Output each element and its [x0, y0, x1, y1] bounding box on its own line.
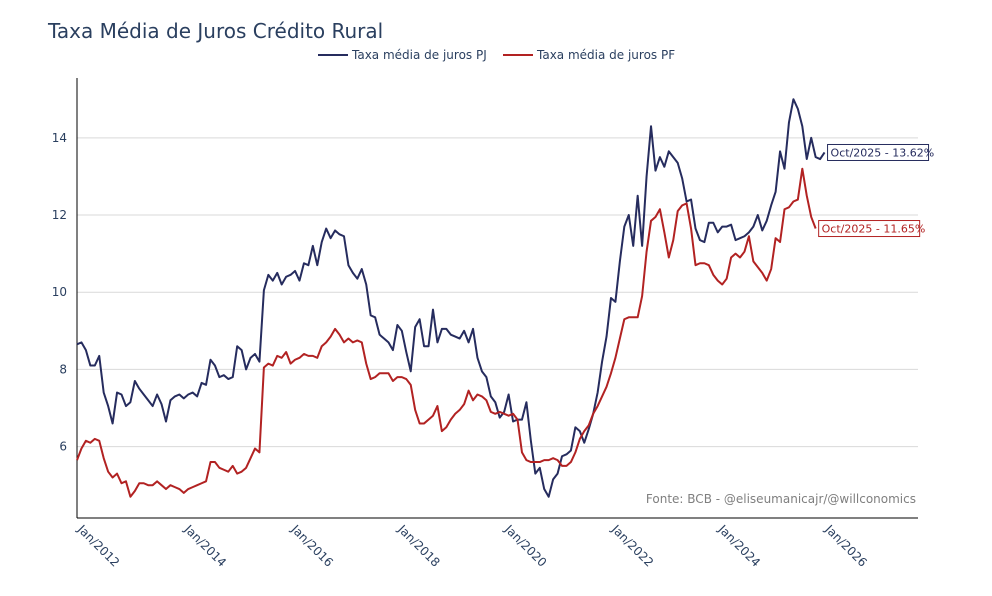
- y-tick-label: 6: [59, 440, 67, 454]
- series-line-pj: [76, 98, 826, 498]
- x-tick-label: Jan/2026: [822, 522, 870, 570]
- series-lines: [76, 98, 826, 498]
- annotation-box: [818, 220, 921, 238]
- y-axis: 6 8 10 12 14: [52, 131, 67, 454]
- annotation-box: [827, 143, 930, 161]
- legend-label-pj: Taxa média de juros PJ: [351, 48, 487, 62]
- series-line-pf: [76, 167, 817, 498]
- annotation-pf: Oct/2025 - 11.65%: [818, 220, 926, 238]
- y-gridlines: [77, 137, 918, 448]
- x-tick-label: Jan/2016: [288, 522, 336, 570]
- source-note: Fonte: BCB - @eliseumanicajr/@willconomi…: [646, 492, 916, 506]
- annotation-text: Oct/2025 - 11.65%: [822, 223, 926, 236]
- x-tick-label: Jan/2022: [608, 522, 656, 570]
- x-axis: Jan/2012 Jan/2014 Jan/2016 Jan/2018 Jan/2020…: [74, 522, 870, 570]
- y-tick-label: 12: [52, 208, 67, 222]
- y-tick-label: 8: [59, 362, 67, 376]
- x-tick-label: Jan/2018: [395, 522, 443, 570]
- x-tick-label: Jan/2024: [715, 522, 763, 570]
- x-tick-label: Jan/2012: [74, 522, 122, 570]
- chart-title: Taxa Média de Juros Crédito Rural: [47, 19, 383, 43]
- y-tick-label: 10: [52, 285, 67, 299]
- legend[interactable]: Taxa média de juros PJ Taxa média de jur…: [318, 48, 675, 62]
- x-tick-label: Jan/2020: [501, 522, 549, 570]
- annotation-pj: Oct/2025 - 13.62%: [827, 143, 935, 161]
- annotation-text: Oct/2025 - 13.62%: [831, 146, 935, 159]
- legend-item-pf[interactable]: Taxa média de juros PF: [503, 48, 675, 62]
- x-tick-label: Jan/2014: [181, 522, 229, 570]
- end-annotations: Oct/2025 - 13.62% Oct/2025 - 11.65%: [818, 143, 935, 238]
- y-tick-label: 14: [52, 131, 67, 145]
- legend-item-pj[interactable]: Taxa média de juros PJ: [318, 48, 487, 62]
- legend-label-pf: Taxa média de juros PF: [536, 48, 675, 62]
